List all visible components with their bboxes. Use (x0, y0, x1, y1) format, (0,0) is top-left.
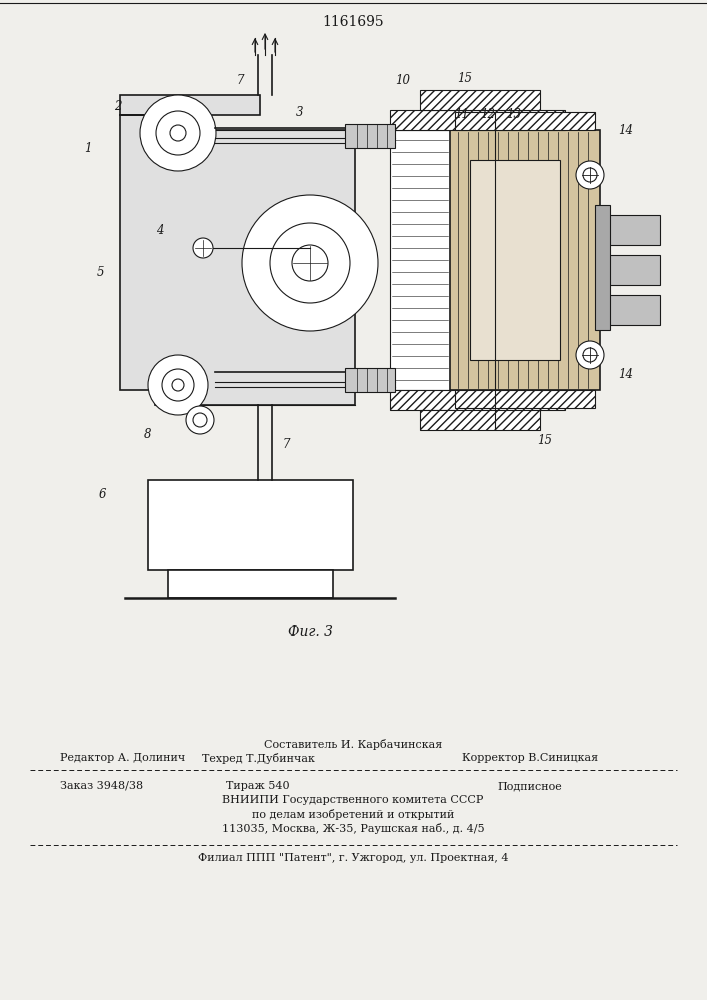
Text: 7: 7 (236, 74, 244, 87)
Circle shape (292, 245, 328, 281)
Text: 15: 15 (457, 72, 472, 85)
Text: по делам изобретений и открытий: по делам изобретений и открытий (252, 808, 454, 820)
Circle shape (172, 379, 184, 391)
Circle shape (270, 223, 350, 303)
Text: Редактор А. Долинич: Редактор А. Долинич (60, 753, 185, 763)
Circle shape (140, 95, 216, 171)
Bar (345, 124, 395, 148)
Circle shape (148, 355, 208, 415)
Bar (390, 110, 565, 130)
Text: 8: 8 (144, 428, 152, 442)
Circle shape (170, 125, 186, 141)
Text: 15: 15 (537, 434, 552, 446)
Text: 1161695: 1161695 (322, 15, 384, 29)
Bar (390, 130, 450, 390)
Bar (420, 90, 540, 110)
Circle shape (186, 406, 214, 434)
Bar (148, 480, 353, 570)
Text: 4: 4 (156, 224, 164, 236)
Bar (420, 410, 540, 430)
Text: 7: 7 (282, 438, 290, 452)
Bar (470, 160, 560, 360)
Circle shape (193, 413, 207, 427)
Circle shape (576, 161, 604, 189)
Circle shape (156, 111, 200, 155)
Text: 6: 6 (98, 488, 106, 502)
Bar (390, 390, 565, 410)
Circle shape (242, 195, 378, 331)
Text: Филиал ППП "Патент", г. Ужгород, ул. Проектная, 4: Филиал ППП "Патент", г. Ужгород, ул. Про… (198, 853, 508, 863)
Text: Заказ 3948/38: Заказ 3948/38 (60, 781, 143, 791)
Bar (450, 130, 600, 390)
Text: Подписное: Подписное (498, 781, 562, 791)
Bar (455, 112, 595, 130)
Text: 14: 14 (619, 368, 633, 381)
Bar (600, 215, 660, 245)
Text: 10: 10 (395, 74, 411, 87)
Text: Корректор В.Синицкая: Корректор В.Синицкая (462, 753, 598, 763)
Bar (345, 368, 395, 392)
Text: Техред Т.Дубинчак: Техред Т.Дубинчак (201, 752, 315, 764)
Text: 1: 1 (84, 141, 92, 154)
Circle shape (583, 348, 597, 362)
Text: Фиг. 3: Фиг. 3 (288, 625, 332, 639)
Text: 11: 11 (455, 108, 469, 121)
Text: 113035, Москва, Ж-35, Раушская наб., д. 4/5: 113035, Москва, Ж-35, Раушская наб., д. … (222, 822, 484, 834)
Text: Тираж 540: Тираж 540 (226, 781, 290, 791)
Circle shape (193, 238, 213, 258)
Text: 13: 13 (506, 108, 522, 121)
Bar (600, 295, 660, 325)
Text: ВНИИПИ Государственного комитета СССР: ВНИИПИ Государственного комитета СССР (222, 795, 484, 805)
Text: Составитель И. Карбачинская: Составитель И. Карбачинская (264, 740, 442, 750)
Text: 14: 14 (619, 123, 633, 136)
Bar (600, 255, 660, 285)
Circle shape (583, 168, 597, 182)
Text: 3: 3 (296, 105, 304, 118)
Text: 12: 12 (481, 108, 496, 121)
Text: 2: 2 (115, 100, 122, 112)
Circle shape (162, 369, 194, 401)
Circle shape (576, 341, 604, 369)
Bar (455, 390, 595, 408)
Bar (168, 570, 333, 598)
Polygon shape (120, 95, 355, 405)
Bar (595, 205, 610, 330)
Text: 5: 5 (96, 265, 104, 278)
